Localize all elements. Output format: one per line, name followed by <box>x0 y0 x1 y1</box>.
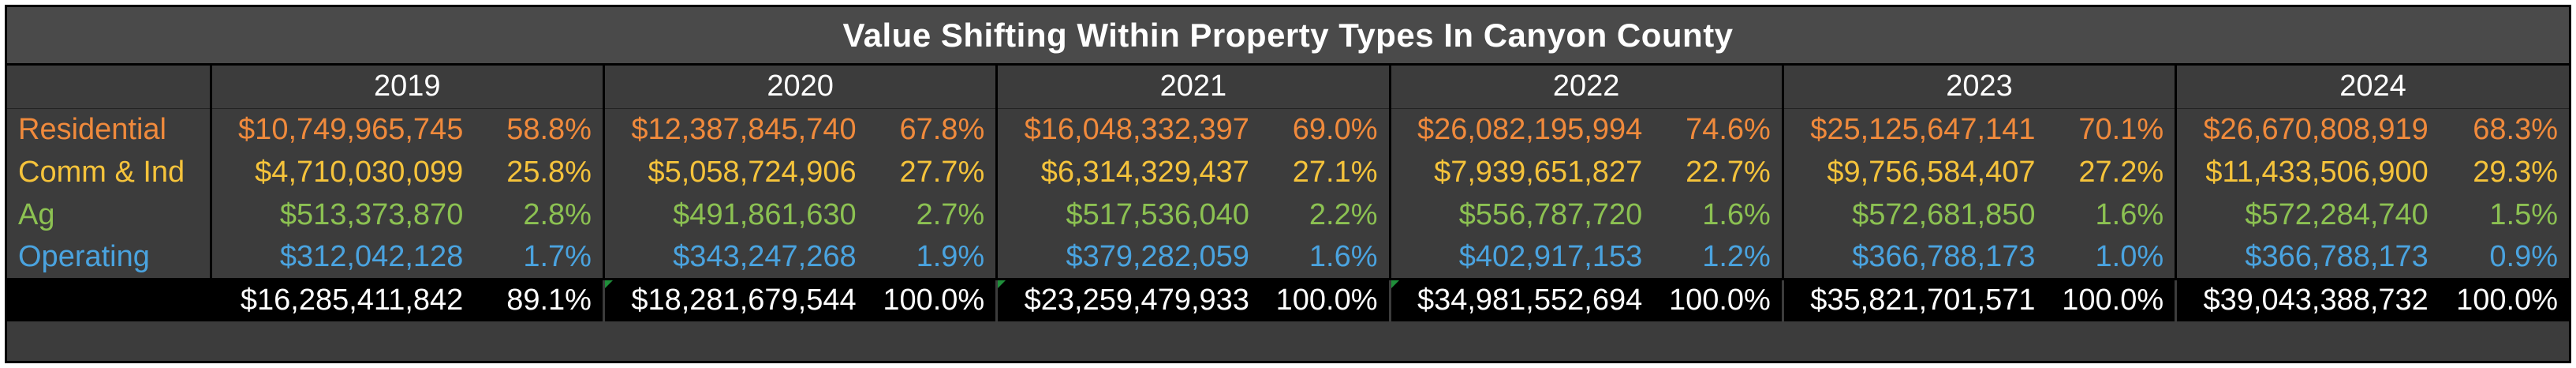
total-amount-cell: $23,259,479,933 <box>996 277 1264 321</box>
row-label: Residential <box>7 108 212 151</box>
amount-cell: $556,787,720 <box>1458 197 1643 231</box>
table-row: Operating $312,042,128 1.7% $343,247,268… <box>7 236 2569 279</box>
percent-cell: 69.0% <box>1263 108 1391 151</box>
year-header: 2022 <box>1390 66 1784 109</box>
table-row: Residential $10,749,965,745 58.8% $12,38… <box>7 108 2569 151</box>
amount-cell: $4,710,030,099 <box>255 155 464 189</box>
row-label-header <box>7 66 212 109</box>
amount-cell: $7,939,651,827 <box>1434 155 1643 189</box>
total-amount-cell: $35,821,701,571 <box>1783 277 2050 321</box>
percent-cell: 70.1% <box>2049 108 2178 151</box>
year-header: 2023 <box>1783 66 2178 109</box>
amount-cell: $517,536,040 <box>1066 197 1249 231</box>
table-row: Ag $513,373,870 2.8% $491,861,630 2.7% $… <box>7 193 2569 236</box>
amount-cell: $343,247,268 <box>673 239 857 273</box>
table-title: Value Shifting Within Property Types In … <box>7 7 2569 66</box>
percent-cell: 1.5% <box>2489 197 2558 231</box>
row-label: Operating <box>7 236 212 279</box>
amount-cell: $26,082,195,994 <box>1417 112 1643 146</box>
total-amount-cell: $16,285,411,842 <box>211 277 478 321</box>
percent-cell: 1.6% <box>1263 236 1391 279</box>
year-header: 2021 <box>996 66 1391 109</box>
year-header: 2019 <box>211 66 605 109</box>
amount-cell: $16,048,332,397 <box>1024 112 1249 146</box>
year-header-row: 2019 2020 2021 2022 2023 2024 <box>7 66 2569 109</box>
total-percent-cell: 100.0% <box>1656 277 1784 321</box>
percent-cell: 1.0% <box>2049 236 2178 279</box>
error-indicator-icon <box>1391 281 1399 288</box>
amount-cell: $5,058,724,906 <box>648 155 857 189</box>
amount-cell: $402,917,153 <box>1458 239 1643 273</box>
percent-cell: 22.7% <box>1656 151 1784 193</box>
total-percent-cell: 100.0% <box>870 277 999 321</box>
percent-cell: 0.9% <box>2489 239 2558 273</box>
total-percent-cell: 100.0% <box>2442 277 2569 321</box>
percent-cell: 29.3% <box>2473 155 2558 189</box>
total-row: $16,285,411,842 89.1% $18,281,679,544 10… <box>7 277 2569 321</box>
percent-cell: 58.8% <box>477 108 605 151</box>
year-header: 2024 <box>2175 66 2569 109</box>
amount-cell: $366,788,173 <box>2245 239 2429 273</box>
amount-cell: $11,433,506,900 <box>2205 155 2429 189</box>
percent-cell: 25.8% <box>477 151 605 193</box>
amount-cell: $366,788,173 <box>1852 239 2036 273</box>
total-percent-cell: 100.0% <box>1263 277 1391 321</box>
total-amount-cell: $18,281,679,544 <box>603 277 871 321</box>
total-label-cell <box>7 277 212 321</box>
percent-cell: 27.1% <box>1263 151 1391 193</box>
percent-cell: 1.2% <box>1656 236 1784 279</box>
percent-cell: 68.3% <box>2473 112 2558 146</box>
spreadsheet: Value Shifting Within Property Types In … <box>5 5 2571 363</box>
table-body: Residential $10,749,965,745 58.8% $12,38… <box>7 108 2569 321</box>
percent-cell: 1.9% <box>870 236 999 279</box>
amount-cell: $312,042,128 <box>279 239 464 273</box>
amount-cell: $25,125,647,141 <box>1810 112 2036 146</box>
row-label: Ag <box>7 193 212 236</box>
total-amount-cell: $34,981,552,694 <box>1390 277 1657 321</box>
percent-cell: 1.6% <box>2049 193 2178 236</box>
total-amount-cell: $39,043,388,732 <box>2175 277 2443 321</box>
percent-cell: 1.7% <box>477 236 605 279</box>
percent-cell: 67.8% <box>870 108 999 151</box>
amount-cell: $572,681,850 <box>1852 197 2036 231</box>
amount-cell: $10,749,965,745 <box>238 112 464 146</box>
value-table: 2019 2020 2021 2022 2023 2024 Residentia… <box>7 66 2569 321</box>
table-row: Comm & Ind $4,710,030,099 25.8% $5,058,7… <box>7 151 2569 193</box>
year-header: 2020 <box>603 66 999 109</box>
amount-cell: $491,861,630 <box>673 197 857 231</box>
error-indicator-icon <box>604 281 613 288</box>
total-percent-cell: 89.1% <box>477 277 605 321</box>
error-indicator-icon <box>998 281 1006 288</box>
amount-cell: $572,284,740 <box>2245 197 2429 231</box>
amount-cell: $9,756,584,407 <box>1827 155 2036 189</box>
amount-cell: $12,387,845,740 <box>631 112 857 146</box>
amount-cell: $513,373,870 <box>279 197 464 231</box>
percent-cell: 27.2% <box>2049 151 2178 193</box>
percent-cell: 2.2% <box>1263 193 1391 236</box>
total-percent-cell: 100.0% <box>2049 277 2178 321</box>
percent-cell: 2.8% <box>477 193 605 236</box>
percent-cell: 27.7% <box>870 151 999 193</box>
percent-cell: 1.6% <box>1656 193 1784 236</box>
percent-cell: 2.7% <box>870 193 999 236</box>
row-label: Comm & Ind <box>7 151 212 193</box>
amount-cell: $26,670,808,919 <box>2203 112 2429 146</box>
percent-cell: 74.6% <box>1656 108 1784 151</box>
amount-cell: $379,282,059 <box>1066 239 1249 273</box>
amount-cell: $6,314,329,437 <box>1040 155 1249 189</box>
